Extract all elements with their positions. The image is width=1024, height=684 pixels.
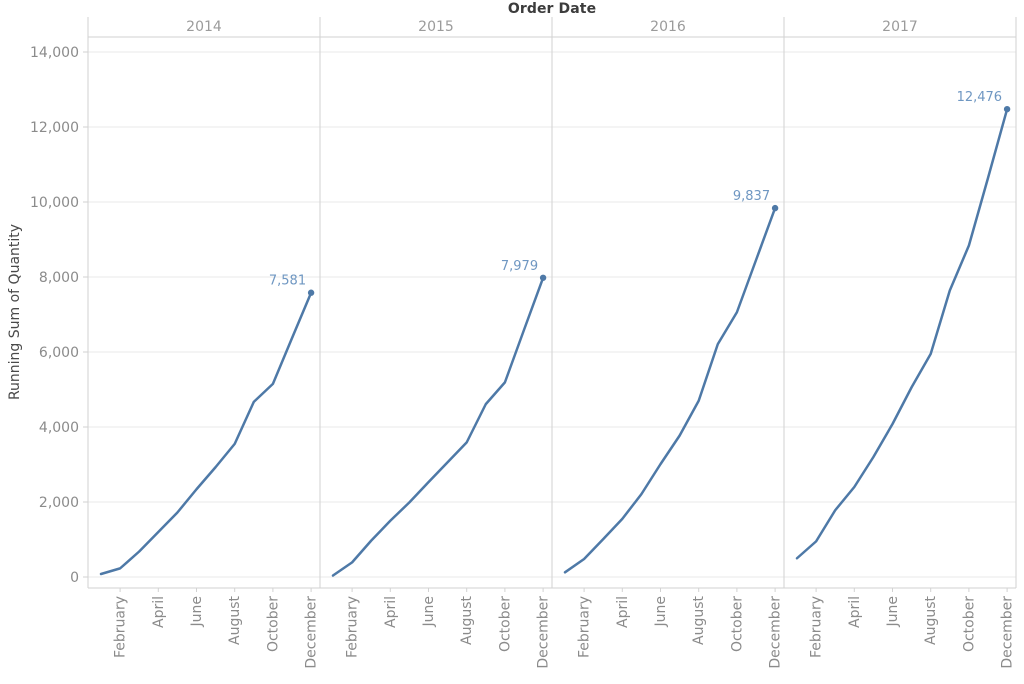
- month-label: October: [961, 596, 977, 652]
- y-tick-label: 0: [70, 570, 79, 586]
- month-label: February: [113, 596, 129, 658]
- month-label: April: [847, 596, 863, 628]
- y-axis-title: Running Sum of Quantity: [7, 223, 23, 401]
- month-label: August: [227, 595, 243, 645]
- series-end-dot-2014[interactable]: [307, 289, 315, 296]
- month-label: June: [421, 596, 437, 628]
- series-end-dot-2016[interactable]: [771, 204, 779, 212]
- month-label: August: [923, 595, 939, 645]
- month-label: February: [345, 596, 361, 658]
- year-label-2014: 2014: [186, 19, 222, 35]
- y-tick-label: 4,000: [39, 420, 79, 436]
- month-label: October: [497, 596, 513, 652]
- series-end-label-2014: 7,581: [269, 274, 306, 289]
- series-end-label-2016: 9,837: [733, 189, 770, 204]
- y-tick-label: 8,000: [39, 270, 79, 286]
- series-line-2017[interactable]: [795, 107, 1009, 560]
- y-tick-label: 12,000: [30, 120, 79, 136]
- month-label: June: [885, 596, 901, 628]
- series-end-dot-2017[interactable]: [1003, 105, 1011, 113]
- series-line-2015[interactable]: [331, 276, 545, 577]
- month-label: April: [615, 596, 631, 628]
- month-label: February: [577, 596, 593, 658]
- month-label: October: [265, 596, 281, 652]
- month-label: October: [729, 596, 745, 652]
- month-label: August: [691, 595, 707, 645]
- series-end-label-2017: 12,476: [957, 90, 1003, 105]
- year-label-2017: 2017: [882, 19, 918, 35]
- series-end-dot-2015[interactable]: [539, 274, 547, 281]
- month-label: June: [653, 596, 669, 628]
- year-label-2016: 2016: [650, 19, 686, 35]
- month-label: December: [1000, 596, 1016, 669]
- month-label: April: [383, 596, 399, 628]
- month-label: April: [151, 596, 167, 628]
- month-label: December: [768, 596, 784, 669]
- series-end-label-2015: 7,979: [501, 259, 538, 274]
- year-label-2015: 2015: [418, 19, 454, 35]
- y-tick-label: 14,000: [30, 45, 79, 61]
- month-label: June: [189, 596, 205, 628]
- y-tick-label: 6,000: [39, 345, 79, 361]
- series-line-2016[interactable]: [563, 206, 777, 574]
- chart-title: Order Date: [507, 1, 597, 17]
- month-label: December: [536, 596, 552, 669]
- month-label: August: [459, 595, 475, 645]
- month-label: February: [809, 596, 825, 658]
- y-tick-label: 10,000: [30, 195, 79, 211]
- y-tick-label: 2,000: [39, 495, 79, 511]
- series-line-2014[interactable]: [99, 291, 313, 576]
- month-label: December: [304, 596, 320, 669]
